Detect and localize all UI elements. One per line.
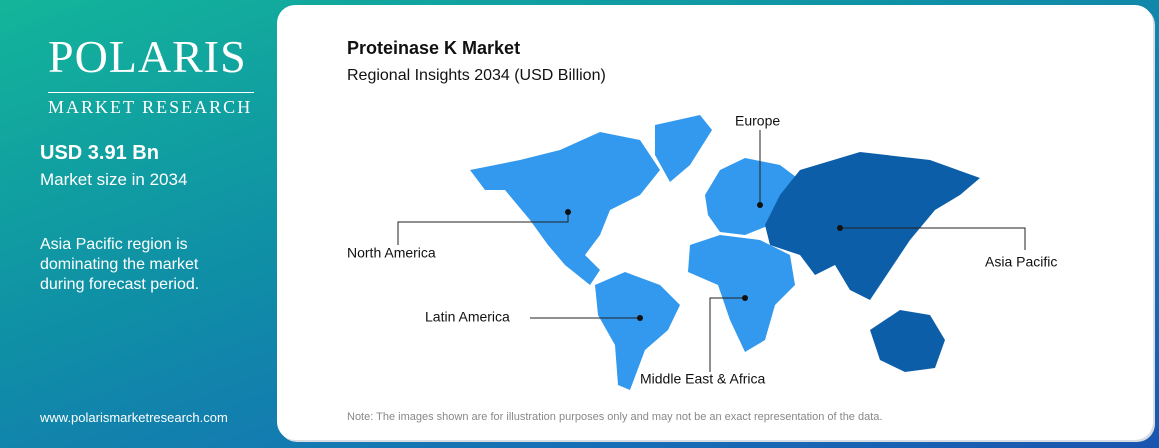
leaders [397, 130, 1026, 372]
brand-tagline: MARKET RESEARCH [48, 92, 254, 118]
brand-name: POLARIS [48, 31, 247, 82]
greenland [655, 115, 712, 182]
asia [765, 152, 980, 300]
asia-pacific [765, 152, 980, 372]
region-label: Middle East & Africa [640, 371, 765, 387]
website[interactable]: www.polarismarketresearch.com [40, 410, 228, 425]
dots [565, 202, 843, 321]
region-label: Asia Pacific [985, 254, 1057, 270]
market-size-label: Market size in 2034 [40, 170, 188, 189]
light-regions [470, 115, 800, 390]
north-america [470, 132, 660, 285]
subtitle: Regional Insights 2034 (USD Billion) [347, 67, 606, 84]
australia [870, 310, 945, 372]
market-size: USD 3.91 Bn [40, 142, 159, 164]
region-label: Europe [735, 113, 780, 129]
region-label: Latin America [425, 309, 510, 325]
africa [688, 235, 795, 352]
region-label: North America [347, 245, 436, 261]
south-america [595, 272, 680, 390]
title: Proteinase K Market [347, 38, 521, 58]
insight: Asia Pacific region is dominating the ma… [40, 236, 200, 293]
note: Note: The images shown are for illustrat… [347, 411, 883, 423]
